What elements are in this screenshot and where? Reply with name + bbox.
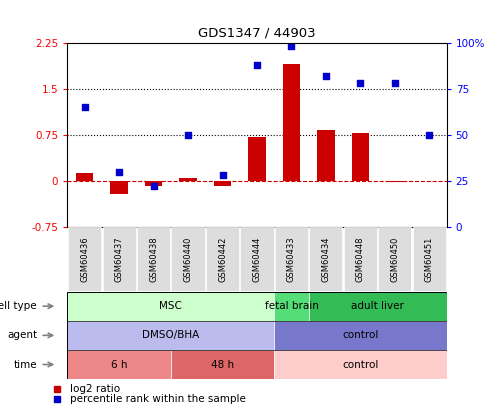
Bar — [352, 133, 369, 181]
FancyBboxPatch shape — [309, 228, 342, 291]
Bar — [214, 181, 231, 185]
FancyBboxPatch shape — [67, 350, 171, 379]
Text: GSM60448: GSM60448 — [356, 237, 365, 282]
Bar — [317, 130, 334, 181]
Text: 6 h: 6 h — [111, 360, 127, 369]
Bar — [386, 181, 404, 182]
Text: GSM60450: GSM60450 — [390, 237, 399, 282]
Point — [81, 104, 89, 110]
Text: GSM60437: GSM60437 — [115, 237, 124, 282]
Text: GSM60434: GSM60434 — [321, 237, 330, 282]
Point — [219, 172, 227, 179]
Text: adult liver: adult liver — [351, 301, 404, 311]
Text: cell type: cell type — [0, 301, 37, 311]
Bar — [283, 64, 300, 181]
Text: MSC: MSC — [159, 301, 182, 311]
FancyBboxPatch shape — [102, 228, 136, 291]
Text: GSM60438: GSM60438 — [149, 237, 158, 282]
Bar — [249, 136, 265, 181]
Point — [356, 80, 364, 86]
Bar — [145, 181, 162, 185]
FancyBboxPatch shape — [137, 228, 170, 291]
FancyBboxPatch shape — [274, 292, 309, 321]
Bar — [110, 181, 128, 194]
Text: GSM60433: GSM60433 — [287, 237, 296, 282]
Point — [184, 131, 192, 138]
Point — [150, 183, 158, 190]
Text: GSM60451: GSM60451 — [425, 237, 434, 282]
Text: control: control — [342, 330, 379, 340]
Text: GSM60436: GSM60436 — [80, 237, 89, 282]
FancyBboxPatch shape — [67, 321, 274, 350]
Text: agent: agent — [7, 330, 37, 340]
Text: percentile rank within the sample: percentile rank within the sample — [70, 394, 246, 404]
FancyBboxPatch shape — [274, 350, 447, 379]
Text: GSM60442: GSM60442 — [218, 237, 227, 282]
Point — [253, 62, 261, 68]
Text: log2 ratio: log2 ratio — [70, 384, 120, 394]
Point — [425, 131, 433, 138]
FancyBboxPatch shape — [206, 228, 239, 291]
FancyBboxPatch shape — [275, 228, 308, 291]
FancyBboxPatch shape — [171, 350, 274, 379]
FancyBboxPatch shape — [344, 228, 377, 291]
Point — [115, 168, 123, 175]
FancyBboxPatch shape — [172, 228, 205, 291]
Text: fetal brain: fetal brain — [264, 301, 318, 311]
FancyBboxPatch shape — [241, 228, 273, 291]
Text: GSM60440: GSM60440 — [184, 237, 193, 282]
Point — [391, 80, 399, 86]
Bar — [180, 178, 197, 181]
Point — [322, 72, 330, 79]
Text: GSM60444: GSM60444 — [252, 237, 261, 282]
FancyBboxPatch shape — [68, 228, 101, 291]
FancyBboxPatch shape — [309, 292, 447, 321]
Text: control: control — [342, 360, 379, 369]
FancyBboxPatch shape — [274, 321, 447, 350]
Bar — [76, 173, 93, 181]
FancyBboxPatch shape — [413, 228, 446, 291]
Point — [287, 43, 295, 49]
FancyBboxPatch shape — [67, 292, 274, 321]
Title: GDS1347 / 44903: GDS1347 / 44903 — [198, 27, 316, 40]
FancyBboxPatch shape — [378, 228, 412, 291]
Text: DMSO/BHA: DMSO/BHA — [142, 330, 200, 340]
Text: time: time — [13, 360, 37, 369]
Text: 48 h: 48 h — [211, 360, 234, 369]
